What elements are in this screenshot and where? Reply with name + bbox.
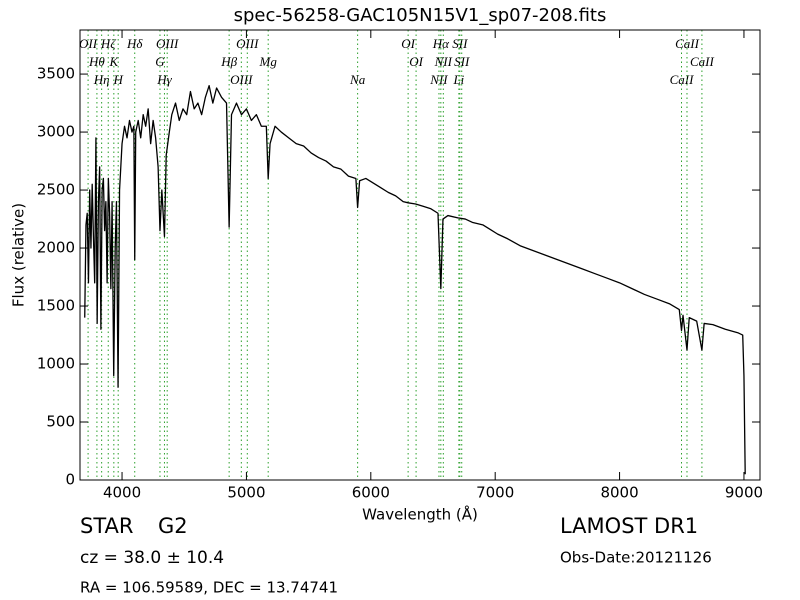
- chart-title: spec-56258-GAC105N15V1_sp07-208.fits: [234, 5, 607, 26]
- annotation-label: Hβ: [220, 54, 237, 69]
- y-tick-label: 0: [65, 471, 75, 489]
- y-tick-label: 500: [46, 413, 75, 431]
- obs-date: Obs-Date:20121126: [560, 549, 712, 567]
- y-tick-label: 2000: [37, 239, 75, 257]
- y-tick-label: 2500: [37, 181, 75, 199]
- annotation-label: Li: [452, 72, 464, 87]
- annotation-label: NII: [429, 72, 448, 87]
- y-axis-label: Flux (relative): [10, 203, 28, 307]
- plot-frame: [79, 29, 761, 481]
- x-tick-label: 4000: [103, 484, 141, 502]
- annotation-label: OI: [409, 54, 423, 69]
- annotation-label: CaII: [675, 36, 700, 51]
- x-tick-label: 7000: [476, 484, 514, 502]
- release: LAMOST DR1: [560, 514, 698, 538]
- annotation-label: OIII: [230, 72, 253, 87]
- y-tick-label: 1500: [37, 297, 75, 315]
- annotation-label: Hη: [93, 72, 110, 87]
- annotation-label: OI: [401, 36, 415, 51]
- coordinates: RA = 106.59589, DEC = 13.74741: [80, 579, 338, 597]
- annotation-label: SII: [452, 36, 468, 51]
- x-axis-label: Wavelength (Å): [362, 505, 478, 524]
- annotation-label: SII: [454, 54, 470, 69]
- annotation-label: CaII: [690, 54, 715, 69]
- x-tick-label: 6000: [352, 484, 390, 502]
- annotation-label: Hγ: [156, 72, 172, 87]
- annotation-label: H: [112, 72, 123, 87]
- subclass: G2: [158, 514, 188, 538]
- redshift: cz = 38.0 ± 10.4: [80, 548, 224, 568]
- annotation-label: Hθ: [88, 54, 105, 69]
- y-tick-label: 3000: [37, 123, 75, 141]
- annotation-label: Hζ: [100, 36, 116, 51]
- annotation-label: OII: [79, 36, 98, 51]
- x-tick-label: 5000: [227, 484, 265, 502]
- annotation-label: OIII: [156, 36, 179, 51]
- spectrum-line: [84, 85, 746, 475]
- annotation-label: Hα: [432, 36, 450, 51]
- annotation-label: Hδ: [126, 36, 143, 51]
- annotation-label: OIII: [236, 36, 259, 51]
- annotation-label: Na: [349, 72, 366, 87]
- annotation-label: K: [108, 54, 119, 69]
- y-tick-label: 3500: [37, 65, 75, 83]
- y-tick-label: 1000: [37, 355, 75, 373]
- annotation-label: Mg: [259, 54, 278, 69]
- x-tick-label: 8000: [600, 484, 638, 502]
- annotation-label: G: [155, 54, 165, 69]
- annotation-label: NII: [434, 54, 453, 69]
- object-class: STAR: [80, 514, 133, 538]
- annotation-label: CaII: [670, 72, 695, 87]
- x-tick-label: 9000: [725, 484, 763, 502]
